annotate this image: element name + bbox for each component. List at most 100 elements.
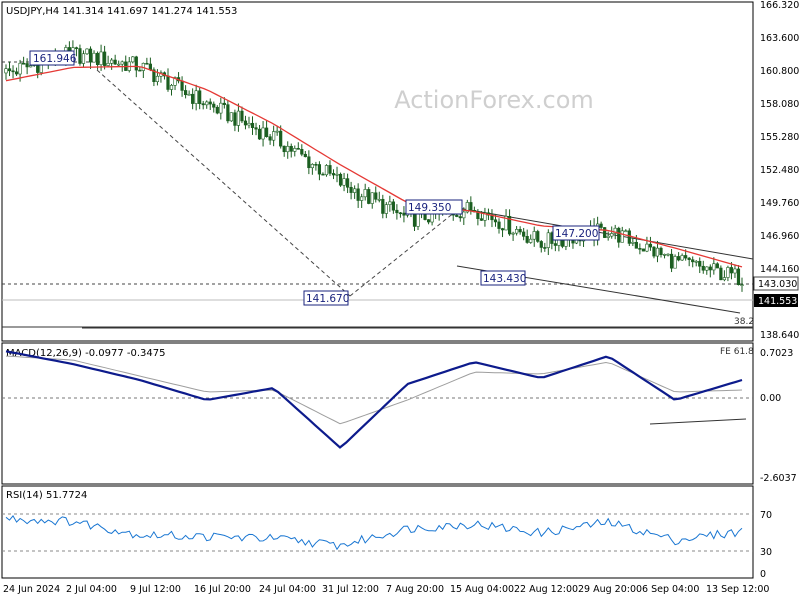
current-price-label: 141.553 bbox=[758, 296, 797, 307]
candle-body bbox=[272, 131, 276, 141]
candle-body bbox=[715, 263, 719, 269]
candle-body bbox=[310, 163, 314, 169]
candle-body bbox=[268, 136, 272, 141]
fe-61-label: FE 61.8 bbox=[720, 347, 754, 357]
candle-body bbox=[106, 62, 110, 66]
macd-tick-label: 0.7023 bbox=[760, 348, 793, 359]
candle-body bbox=[525, 236, 529, 243]
macd-axis: 0.7023 0.00 -2.6037 bbox=[760, 348, 797, 484]
candle-body bbox=[662, 254, 667, 256]
candle-body bbox=[617, 227, 621, 243]
candle-body bbox=[212, 103, 216, 108]
candle-body bbox=[328, 165, 332, 174]
candle-body bbox=[694, 260, 698, 263]
candle-body bbox=[645, 243, 649, 252]
time-tick-label: 2 Jul 04:00 bbox=[66, 584, 117, 595]
candle-body bbox=[381, 198, 385, 214]
candle-body bbox=[88, 48, 93, 63]
candle-body bbox=[261, 127, 265, 140]
candle-body bbox=[201, 103, 205, 106]
candle-body bbox=[458, 216, 462, 219]
macd-main-line bbox=[5, 350, 743, 449]
candle-body bbox=[25, 63, 29, 68]
candle-body bbox=[705, 266, 709, 271]
candle-body bbox=[78, 48, 82, 64]
time-tick-label: 6 Sep 04:00 bbox=[642, 584, 699, 595]
candle-body bbox=[187, 93, 191, 96]
candle-body bbox=[14, 71, 19, 75]
candle-body bbox=[511, 232, 515, 235]
candle-body bbox=[465, 202, 469, 213]
candle-body bbox=[726, 267, 730, 278]
candle-body bbox=[553, 243, 557, 246]
time-tick-label: 24 Jun 2024 bbox=[3, 584, 60, 595]
candle-body bbox=[529, 238, 533, 243]
swing-label-147: 147.200 bbox=[555, 228, 598, 240]
macd-tick-label: -2.6037 bbox=[760, 473, 797, 484]
candle-body bbox=[708, 266, 712, 271]
time-axis: 24 Jun 2024 2 Jul 04:00 9 Jul 12:00 16 J… bbox=[3, 584, 769, 595]
candle-body bbox=[638, 248, 642, 250]
candle-body bbox=[599, 223, 603, 228]
candle-body bbox=[360, 196, 364, 201]
candle-body bbox=[624, 230, 628, 233]
candle-body bbox=[110, 59, 114, 64]
price-tick-label: 158.080 bbox=[760, 99, 799, 110]
candle-body bbox=[148, 63, 152, 71]
swing-annotations: 161.946 149.350 147.200 143.430 141.670 bbox=[29, 50, 600, 306]
candle-body bbox=[282, 145, 286, 153]
candle-body bbox=[152, 69, 156, 82]
rsi-info-text: RSI(14) 51.7724 bbox=[6, 490, 87, 501]
candle-body bbox=[92, 52, 96, 63]
candle-body bbox=[546, 232, 550, 248]
candle-body bbox=[398, 212, 403, 215]
candle-body bbox=[4, 68, 8, 74]
candle-body bbox=[205, 101, 209, 106]
candle-body bbox=[455, 214, 459, 217]
time-tick-label: 7 Aug 20:00 bbox=[386, 584, 444, 595]
candle-body bbox=[131, 56, 135, 63]
candle-body bbox=[631, 241, 635, 244]
swing-tag-box bbox=[480, 270, 526, 286]
candle-body bbox=[22, 62, 26, 65]
swing-label-141: 141.670 bbox=[306, 293, 349, 305]
candle-body bbox=[701, 265, 705, 271]
candle-body bbox=[680, 255, 684, 261]
candle-body bbox=[208, 101, 212, 105]
candle-body bbox=[219, 102, 223, 114]
candle-body bbox=[345, 178, 350, 188]
price-tick-label: 155.280 bbox=[760, 132, 799, 143]
candle-body bbox=[659, 247, 663, 256]
candle-body bbox=[229, 112, 233, 122]
price-tick-label: 144.160 bbox=[760, 264, 799, 275]
price-axis: 166.320 163.600 160.800 158.080 155.280 … bbox=[753, 0, 799, 341]
candle-body bbox=[469, 202, 473, 211]
candle-body bbox=[226, 104, 230, 122]
candle-body bbox=[377, 198, 381, 201]
candle-body bbox=[18, 62, 22, 75]
swing-tag-box bbox=[29, 50, 75, 66]
candle-body bbox=[497, 221, 501, 229]
candle-body bbox=[113, 59, 117, 65]
candle-body bbox=[215, 106, 219, 114]
candle-body bbox=[712, 263, 716, 271]
candle-body bbox=[518, 229, 522, 233]
candle-body bbox=[522, 231, 526, 237]
price-tick-label: 166.320 bbox=[760, 0, 799, 11]
price-tick-label: 146.960 bbox=[760, 231, 799, 242]
candle-body bbox=[388, 201, 392, 205]
candle-body bbox=[740, 284, 744, 286]
line-tag-box bbox=[753, 276, 799, 291]
candle-body bbox=[293, 148, 297, 152]
candle-body bbox=[479, 218, 484, 221]
candle-body bbox=[687, 257, 691, 261]
candle-body bbox=[155, 75, 160, 82]
candle-body bbox=[247, 122, 251, 126]
candle-body bbox=[198, 90, 202, 104]
candle-body bbox=[166, 75, 170, 90]
candle-body bbox=[627, 230, 631, 244]
swing-label-149: 149.350 bbox=[408, 202, 451, 214]
rsi-line bbox=[5, 515, 743, 551]
candle-body bbox=[134, 56, 138, 71]
candle-body bbox=[321, 173, 325, 176]
